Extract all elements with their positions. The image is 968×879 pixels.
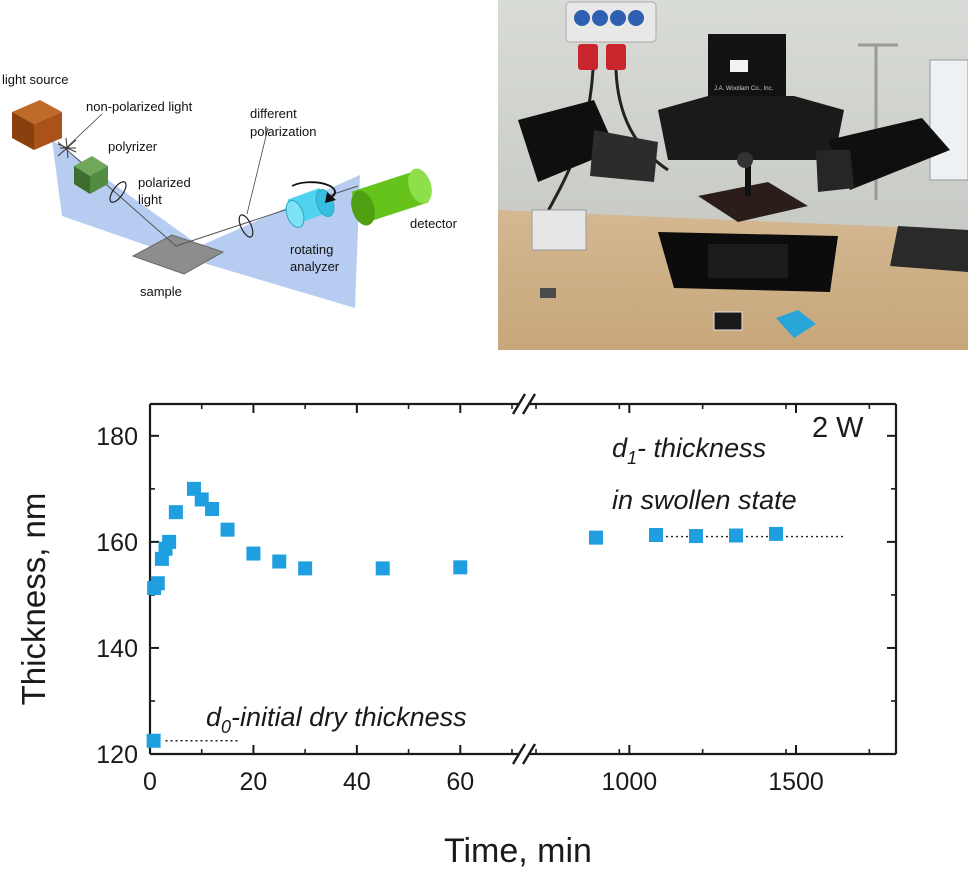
x-tick-label: 1500 xyxy=(768,768,824,796)
label-sample: sample xyxy=(140,284,182,299)
x-tick-label: 20 xyxy=(240,768,268,796)
axis-break-mark-1-0 xyxy=(511,393,527,415)
annotation-d0-subscript: 0 xyxy=(221,717,231,737)
detector-icon xyxy=(351,168,432,226)
annotation-d0-text: -initial dry thickness xyxy=(231,702,467,732)
axis-break-mark-0-0 xyxy=(511,743,527,765)
annotation-d1-text: - thickness xyxy=(637,433,766,463)
data-point xyxy=(186,481,201,496)
label-rotating-analyzer-2: analyzer xyxy=(290,259,340,274)
data-point xyxy=(168,505,183,520)
data-point xyxy=(375,561,390,576)
x-tick-label: 60 xyxy=(446,768,474,796)
data-point xyxy=(272,554,287,569)
data-point xyxy=(146,733,161,748)
label-non-polarized-light: non-polarized light xyxy=(86,99,193,114)
chart-marks xyxy=(146,481,846,748)
keyboard xyxy=(890,226,968,272)
ellipsometer-photo: J.A. Woollam Co., Inc. xyxy=(498,0,968,350)
annotation-d1-subscript: 1 xyxy=(627,448,637,468)
x-axis-title: Time, min xyxy=(444,832,592,870)
label-light-source: light source xyxy=(2,72,68,87)
chart-labels: 0 20 40 60 1000 1500 120 140 160 180 xyxy=(96,423,824,796)
data-point xyxy=(729,528,743,543)
annotation-d1-line2: in swollen state xyxy=(612,485,797,515)
y-tick-label: 180 xyxy=(96,423,138,451)
rotation-arrow-icon xyxy=(291,181,336,203)
data-point xyxy=(150,576,165,591)
different-polarization-icon xyxy=(238,214,254,238)
annotation-d1-symbol: d xyxy=(612,433,628,463)
polarizer-icon xyxy=(74,156,108,194)
label-polarizer: polyrizer xyxy=(108,139,158,154)
data-point xyxy=(162,534,177,549)
y-tick-label: 140 xyxy=(96,635,138,663)
x-tick-label: 1000 xyxy=(602,768,658,796)
data-point xyxy=(649,527,663,542)
label-rotating-analyzer-1: rotating xyxy=(290,242,333,257)
axis-break-mark-0-1 xyxy=(521,743,537,765)
y-tick-label: 120 xyxy=(96,741,138,769)
polarized-light-icon xyxy=(109,181,127,203)
sample-plate xyxy=(131,234,225,275)
data-point xyxy=(689,529,703,544)
label-different-polarization-2: polarization xyxy=(250,124,317,139)
instrument-plate-text: J.A. Woollam Co., Inc. xyxy=(714,86,774,92)
data-point xyxy=(298,561,313,576)
label-detector: detector xyxy=(410,216,458,231)
y-tick-label: 160 xyxy=(96,529,138,557)
label-polarized-light-2: light xyxy=(138,192,162,207)
data-point xyxy=(205,502,220,516)
non-polarized-light-icon xyxy=(57,137,77,159)
annotation-d0-symbol: d xyxy=(206,702,222,732)
wall-sockets xyxy=(565,1,657,70)
ellipsometer-instrument: J.A. Woollam Co., Inc. xyxy=(518,34,950,292)
label-different-polarization-1: different xyxy=(250,106,297,121)
x-tick-label: 0 xyxy=(143,768,157,796)
axis-break-mark-1-1 xyxy=(521,393,537,415)
ellipsometry-diagram: light source non-polarized light polyriz… xyxy=(2,72,458,308)
annotation-2w: 2 W xyxy=(812,412,864,444)
x-tick-label: 40 xyxy=(343,768,371,796)
data-point xyxy=(220,522,235,537)
chart-axes xyxy=(148,393,898,765)
light-source-icon xyxy=(12,100,62,150)
annotation-d0: d0-initial dry thickness xyxy=(206,702,467,737)
label-polarized-light-1: polarized xyxy=(138,175,191,190)
data-point xyxy=(453,560,468,575)
data-point xyxy=(246,546,261,561)
data-point xyxy=(769,526,783,541)
y-axis-title: Thickness, nm xyxy=(15,493,52,706)
annotation-d1: d1- thickness xyxy=(612,433,766,468)
data-point xyxy=(589,530,603,545)
thickness-chart: 0 20 40 60 1000 1500 120 140 160 180 Thickness, n… xyxy=(15,393,898,870)
